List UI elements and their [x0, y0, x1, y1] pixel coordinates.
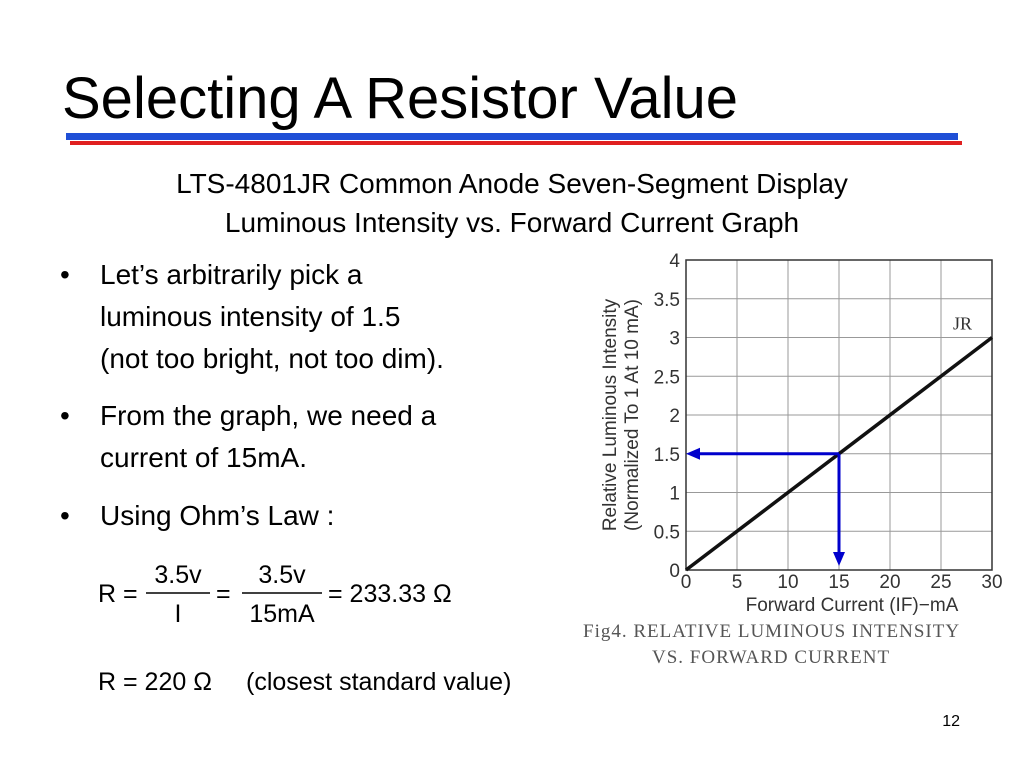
bullet-text: current of 15mA.: [100, 442, 307, 473]
y-tick-label: 4: [669, 251, 680, 272]
x-tick-label: 30: [981, 572, 1002, 593]
title-rule-blue: [66, 133, 958, 140]
eq-equals: =: [216, 580, 231, 608]
caption: VS. FORWARD CURRENT: [652, 647, 890, 668]
x-tick-label: 20: [879, 572, 900, 593]
y-tick-label: 2: [669, 406, 680, 427]
slide-title: Selecting A Resistor Value: [62, 66, 738, 131]
y-tick-label: 3: [669, 329, 680, 350]
standard-value: R = 220 Ω: [98, 668, 212, 696]
bullet-text: Using Ohm’s Law :: [100, 500, 334, 531]
equation: R = 3.5v I = 3.5v 15mA = 233.33 Ω R = 22…: [98, 561, 511, 696]
x-tick-label: 25: [930, 572, 951, 593]
eq-result: = 233.33 Ω: [328, 580, 452, 608]
title-rule-red: [70, 141, 962, 145]
bullet-text: Let’s arbitrarily pick a: [100, 259, 363, 290]
x-axis-label: Forward Current (IF)−mA: [746, 595, 959, 616]
y-tick-label: 0.5: [654, 522, 680, 543]
y-tick-label: 1: [669, 484, 680, 505]
bullet-dot: •: [60, 259, 70, 290]
x-tick-label: 0: [681, 572, 692, 593]
eq-denominator: 15mA: [249, 600, 315, 628]
bullet-text: (not too bright, not too dim).: [100, 343, 444, 374]
y-tick-label: 0: [669, 561, 680, 582]
bullet-dot: •: [60, 500, 70, 531]
x-tick-label: 15: [828, 572, 849, 593]
eq-numerator: 3.5v: [258, 561, 306, 589]
plot-frame: [685, 259, 993, 571]
arrow-head: [833, 552, 845, 566]
x-tick-label: 10: [777, 572, 798, 593]
bullet-text: From the graph, we need a: [100, 400, 437, 431]
y-axis-label: (Normalized To 1 At 10 mA): [622, 299, 643, 531]
x-tick-label: 5: [732, 572, 743, 593]
y-tick-label: 1.5: [654, 445, 680, 466]
subtitle: LTS-4801JR Common Anode Seven-Segment Di…: [176, 168, 848, 199]
arrow-head: [686, 447, 700, 460]
eq-numerator: 3.5v: [154, 561, 202, 589]
caption: Fig4. RELATIVE LUMINOUS INTENSITY: [583, 621, 960, 642]
y-tick-label: 2.5: [654, 367, 680, 388]
bullet-text: luminous intensity of 1.5: [100, 301, 400, 332]
bullet-dot: •: [60, 400, 70, 431]
chart: 0 5 10 15 20 25 30 0 0.5 1 1.5 2 2.5 3 3.5 4 Forward Cur…: [583, 251, 1003, 668]
y-tick-label: 3.5: [654, 290, 680, 311]
standard-note: (closest standard value): [246, 668, 511, 696]
subtitle: Luminous Intensity vs. Forward Current G…: [225, 207, 799, 238]
bullets: • Let’s arbitrarily pick a luminous inte…: [60, 259, 444, 531]
eq-denominator: I: [175, 600, 182, 628]
slide-number: 12: [942, 713, 960, 730]
series-label: JR: [953, 314, 972, 334]
eq-lhs: R =: [98, 580, 138, 608]
y-axis-label: Relative Luminous Intensity: [600, 298, 621, 531]
